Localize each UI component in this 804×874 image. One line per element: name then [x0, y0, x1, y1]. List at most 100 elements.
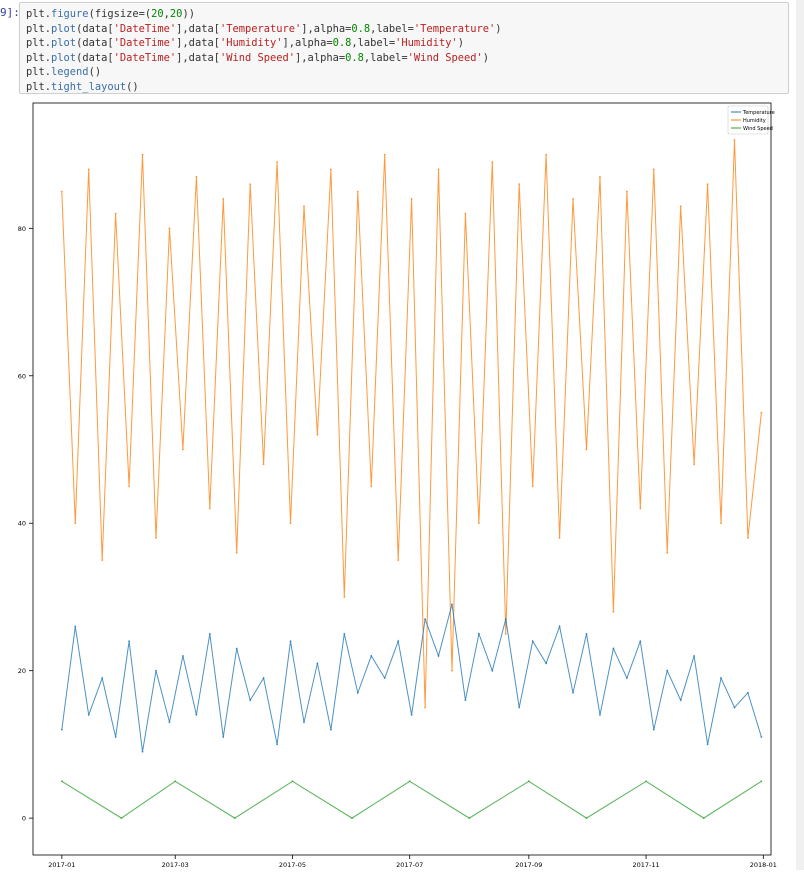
data-point	[625, 190, 628, 193]
data-point	[693, 463, 696, 466]
data-point	[504, 632, 507, 635]
data-point	[235, 551, 238, 554]
data-point	[249, 699, 252, 702]
data-point	[235, 647, 238, 650]
data-point	[706, 743, 709, 746]
line-chart: 0 20 40 60 80 2017-01 2017-03 2017-05 2017-07 201…	[18, 102, 777, 869]
data-point	[599, 714, 601, 716]
data-point	[558, 625, 561, 628]
code-line: plt.plot(data['DateTime'],data['Wind Spe…	[26, 51, 782, 66]
data-point	[518, 706, 521, 709]
data-point	[468, 817, 471, 820]
legend-label: Temperature	[742, 110, 775, 116]
data-point	[114, 212, 117, 215]
data-point	[572, 197, 574, 200]
code-token: (data[	[76, 22, 114, 35]
data-point	[351, 817, 353, 820]
data-point	[639, 507, 642, 510]
data-point	[114, 736, 117, 738]
code-token: 20	[169, 8, 183, 20]
data-point	[208, 507, 211, 510]
code-token: ,label=	[370, 22, 414, 35]
data-point	[491, 161, 494, 163]
data-point	[760, 780, 763, 783]
code-token: (data[	[76, 37, 114, 49]
data-point	[410, 197, 413, 200]
data-point	[370, 485, 373, 488]
data-point	[222, 197, 225, 200]
data-point	[74, 522, 77, 525]
data-point	[531, 640, 534, 643]
code-token: figure	[51, 8, 89, 20]
data-point	[289, 640, 292, 643]
code-cell[interactable]: plt.figure(figsize=(20,20)) plt.plot(data…	[19, 2, 789, 94]
data-point	[424, 706, 426, 709]
code-token: 0.8	[332, 37, 352, 49]
code-token: 'Temperature'	[413, 22, 496, 35]
data-point	[437, 655, 440, 657]
y-tick-label: 40	[18, 520, 26, 528]
data-point	[693, 655, 696, 657]
code-token: 'Wind Speed'	[219, 51, 296, 64]
data-point	[625, 677, 628, 679]
code-token: legend	[51, 66, 89, 78]
data-point	[128, 640, 130, 643]
data-point	[545, 662, 548, 665]
code-line: plt.plot(data['DateTime'],data['Humidity…	[26, 36, 782, 51]
data-point	[639, 640, 642, 643]
data-point	[141, 750, 144, 753]
code-token: 'Wind Speed'	[407, 51, 483, 64]
data-point	[397, 640, 400, 643]
data-point	[477, 632, 480, 635]
data-point	[612, 647, 615, 650]
x-tick-label: 2017-11	[632, 861, 659, 869]
data-point	[464, 212, 467, 215]
y-tick-label: 20	[18, 667, 26, 675]
data-point	[679, 205, 682, 208]
data-point	[572, 691, 574, 694]
data-point	[141, 153, 144, 156]
code-token: plt.	[26, 8, 52, 20]
scrollbar[interactable]	[796, 0, 804, 870]
data-point	[652, 728, 655, 731]
data-point	[652, 168, 655, 171]
code-token: plot	[51, 37, 77, 49]
data-point	[464, 699, 467, 702]
plot-area	[32, 102, 772, 856]
data-point	[60, 190, 63, 193]
x-tick-label: 2017-03	[162, 861, 189, 869]
data-point	[303, 205, 305, 208]
data-point	[747, 691, 749, 694]
data-point	[720, 677, 722, 679]
data-point	[477, 522, 480, 525]
code-token: 0.8	[351, 22, 371, 35]
data-point	[174, 780, 177, 783]
code-token: 'DateTime'	[113, 22, 177, 35]
data-point	[747, 537, 749, 539]
code-token: plot	[51, 51, 77, 64]
code-token: 'Temperature'	[219, 22, 302, 35]
data-point	[424, 618, 426, 620]
data-point	[249, 183, 252, 185]
data-point	[585, 817, 588, 820]
data-point	[397, 559, 400, 561]
data-point	[316, 662, 319, 665]
code-token: plt.	[26, 22, 52, 35]
data-point	[599, 175, 601, 178]
code-editor[interactable]: plt.figure(figsize=(20,20)) plt.plot(data…	[26, 7, 782, 94]
data-point	[276, 161, 278, 163]
data-point	[558, 537, 561, 539]
code-token: ()	[126, 80, 139, 93]
code-token: 'DateTime'	[113, 37, 177, 49]
data-point	[612, 610, 615, 613]
y-tick-label: 80	[18, 225, 26, 233]
code-token: 'Humidity'	[219, 37, 283, 49]
code-token: ,	[163, 8, 170, 20]
code-token: )	[482, 51, 490, 64]
data-point	[233, 817, 236, 820]
y-tick-label: 60	[18, 372, 26, 380]
data-point	[155, 537, 157, 539]
code-token: ,label=	[363, 51, 408, 64]
data-point	[329, 168, 332, 171]
legend-box	[727, 105, 769, 135]
